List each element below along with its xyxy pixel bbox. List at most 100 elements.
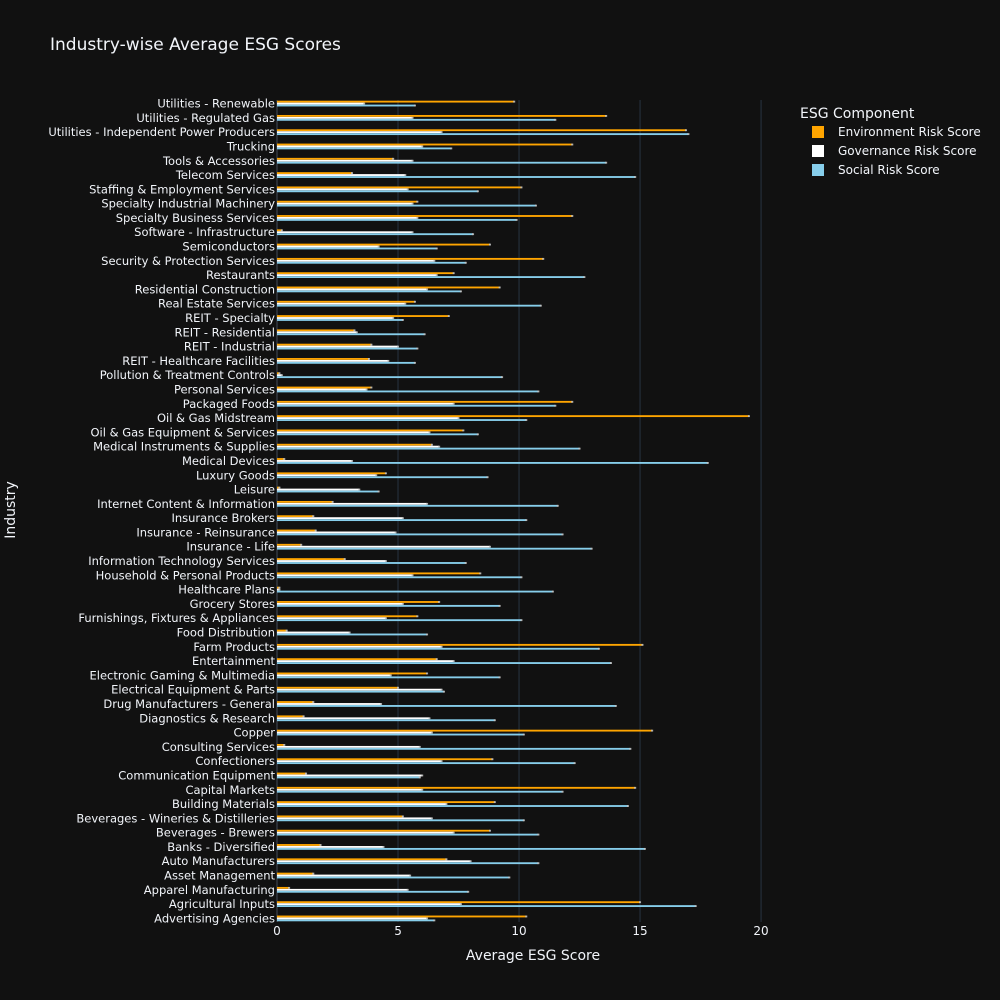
- legend-item-label[interactable]: Governance Risk Score: [838, 144, 977, 158]
- bar-social-risk-score[interactable]: [277, 333, 425, 336]
- bar-environment-risk-score[interactable]: [277, 858, 447, 861]
- bar-social-risk-score[interactable]: [277, 490, 379, 493]
- bar-governance-risk-score[interactable]: [277, 888, 408, 891]
- bar-social-risk-score[interactable]: [277, 304, 541, 307]
- bar-environment-risk-score[interactable]: [277, 601, 440, 603]
- bar-governance-risk-score[interactable]: [277, 788, 423, 791]
- bar-environment-risk-score[interactable]: [277, 386, 372, 389]
- bar-governance-risk-score[interactable]: [277, 174, 406, 176]
- bar-social-risk-score[interactable]: [277, 433, 478, 436]
- bar-governance-risk-score[interactable]: [277, 159, 413, 162]
- bar-environment-risk-score[interactable]: [277, 229, 282, 232]
- bar-environment-risk-score[interactable]: [277, 172, 353, 175]
- bar-environment-risk-score[interactable]: [277, 643, 643, 646]
- bar-environment-risk-score[interactable]: [277, 329, 355, 332]
- bar-environment-risk-score[interactable]: [277, 901, 641, 904]
- bar-social-risk-score[interactable]: [277, 705, 616, 707]
- bar-governance-risk-score[interactable]: [277, 645, 442, 648]
- bar-social-risk-score[interactable]: [277, 147, 452, 150]
- bar-governance-risk-score[interactable]: [277, 660, 454, 663]
- bar-governance-risk-score[interactable]: [277, 288, 428, 291]
- bar-social-risk-score[interactable]: [277, 604, 500, 607]
- bar-governance-risk-score[interactable]: [277, 817, 432, 820]
- bar-environment-risk-score[interactable]: [277, 315, 449, 317]
- bar-environment-risk-score[interactable]: [277, 743, 285, 746]
- bar-governance-risk-score[interactable]: [277, 846, 384, 848]
- bar-environment-risk-score[interactable]: [277, 143, 573, 146]
- bar-social-risk-score[interactable]: [277, 347, 418, 350]
- bar-social-risk-score[interactable]: [277, 690, 444, 693]
- bar-environment-risk-score[interactable]: [277, 200, 418, 203]
- bar-social-risk-score[interactable]: [277, 247, 437, 250]
- bar-social-risk-score[interactable]: [277, 805, 628, 807]
- bar-environment-risk-score[interactable]: [277, 257, 544, 260]
- bar-social-risk-score[interactable]: [277, 276, 585, 279]
- bar-governance-risk-score[interactable]: [277, 202, 413, 205]
- bar-environment-risk-score[interactable]: [277, 472, 386, 475]
- bar-social-risk-score[interactable]: [277, 190, 478, 193]
- bar-social-risk-score[interactable]: [277, 204, 536, 207]
- bar-environment-risk-score[interactable]: [277, 558, 345, 561]
- bar-governance-risk-score[interactable]: [277, 803, 447, 805]
- bar-social-risk-score[interactable]: [277, 862, 539, 865]
- bar-governance-risk-score[interactable]: [277, 745, 420, 748]
- bar-governance-risk-score[interactable]: [277, 402, 454, 405]
- bar-governance-risk-score[interactable]: [277, 388, 367, 391]
- bar-environment-risk-score[interactable]: [277, 758, 493, 761]
- bar-environment-risk-score[interactable]: [277, 286, 500, 289]
- bar-environment-risk-score[interactable]: [277, 400, 573, 403]
- bar-social-risk-score[interactable]: [277, 118, 556, 121]
- bar-environment-risk-score[interactable]: [277, 686, 399, 689]
- bar-governance-risk-score[interactable]: [277, 631, 350, 634]
- bar-governance-risk-score[interactable]: [277, 374, 282, 377]
- bar-social-risk-score[interactable]: [277, 676, 500, 679]
- bar-social-risk-score[interactable]: [277, 890, 469, 893]
- bar-governance-risk-score[interactable]: [277, 417, 459, 420]
- bar-environment-risk-score[interactable]: [277, 300, 415, 303]
- bar-social-risk-score[interactable]: [277, 647, 599, 650]
- bar-governance-risk-score[interactable]: [277, 217, 418, 219]
- bar-environment-risk-score[interactable]: [277, 529, 316, 532]
- bar-social-risk-score[interactable]: [277, 104, 415, 107]
- bar-governance-risk-score[interactable]: [277, 188, 408, 191]
- bar-environment-risk-score[interactable]: [277, 629, 287, 632]
- bar-governance-risk-score[interactable]: [277, 917, 428, 920]
- bar-environment-risk-score[interactable]: [277, 815, 403, 818]
- bar-environment-risk-score[interactable]: [277, 500, 333, 503]
- bar-governance-risk-score[interactable]: [277, 245, 379, 248]
- bar-social-risk-score[interactable]: [277, 576, 522, 579]
- bar-social-risk-score[interactable]: [277, 390, 539, 393]
- bar-social-risk-score[interactable]: [277, 519, 527, 522]
- bar-social-risk-score[interactable]: [277, 404, 556, 407]
- bar-environment-risk-score[interactable]: [277, 372, 280, 375]
- bar-social-risk-score[interactable]: [277, 833, 539, 836]
- bar-governance-risk-score[interactable]: [277, 860, 471, 863]
- bar-social-risk-score[interactable]: [277, 762, 575, 765]
- bar-social-risk-score[interactable]: [277, 747, 631, 750]
- bar-social-risk-score[interactable]: [277, 919, 435, 922]
- bar-social-risk-score[interactable]: [277, 619, 522, 622]
- bar-governance-risk-score[interactable]: [277, 474, 377, 477]
- bar-environment-risk-score[interactable]: [277, 615, 418, 618]
- bar-environment-risk-score[interactable]: [277, 586, 280, 589]
- bar-social-risk-score[interactable]: [277, 218, 517, 221]
- bar-social-risk-score[interactable]: [277, 719, 495, 722]
- bar-governance-risk-score[interactable]: [277, 731, 432, 734]
- bar-social-risk-score[interactable]: [277, 361, 415, 364]
- bar-governance-risk-score[interactable]: [277, 317, 394, 319]
- bar-social-risk-score[interactable]: [277, 233, 474, 236]
- bar-environment-risk-score[interactable]: [277, 915, 527, 918]
- bar-environment-risk-score[interactable]: [277, 157, 394, 160]
- bar-environment-risk-score[interactable]: [277, 215, 573, 217]
- bar-governance-risk-score[interactable]: [277, 274, 437, 277]
- bar-social-risk-score[interactable]: [277, 905, 696, 908]
- bar-governance-risk-score[interactable]: [277, 560, 386, 562]
- bar-social-risk-score[interactable]: [277, 376, 503, 379]
- bar-environment-risk-score[interactable]: [277, 801, 495, 804]
- bar-social-risk-score[interactable]: [277, 504, 558, 507]
- bar-environment-risk-score[interactable]: [277, 458, 285, 460]
- bar-social-risk-score[interactable]: [277, 261, 466, 264]
- bar-governance-risk-score[interactable]: [277, 602, 403, 605]
- bar-environment-risk-score[interactable]: [277, 343, 372, 346]
- bar-governance-risk-score[interactable]: [277, 574, 413, 577]
